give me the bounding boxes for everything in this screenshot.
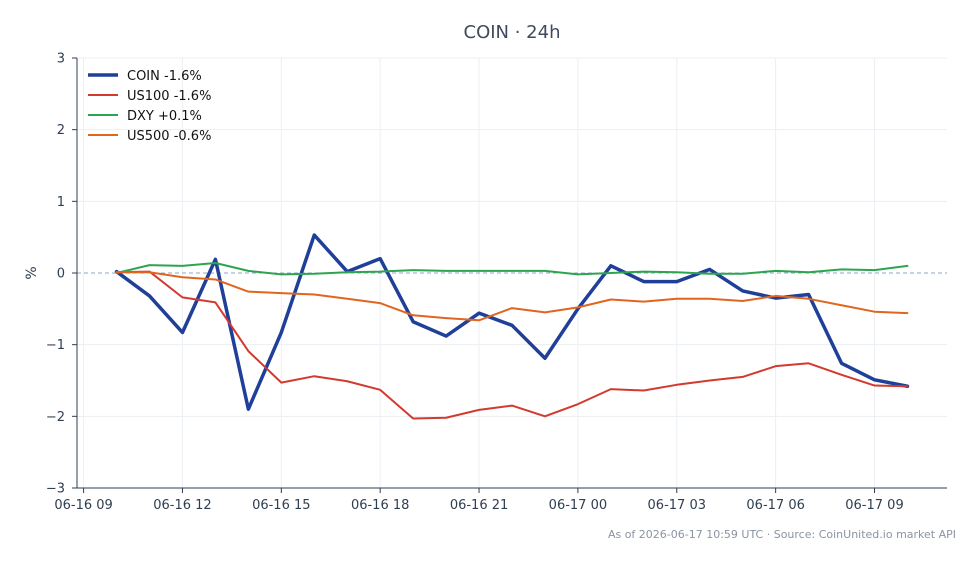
series-line-4 <box>115 271 909 322</box>
legend: COIN -1.6% US100 -1.6% DXY +0.1% US500 -0.6… <box>88 69 211 144</box>
y-axis-label: % <box>24 266 40 279</box>
y-tick-label: 2 <box>57 123 65 138</box>
legend-entry-4: US500 -0.6% <box>127 129 211 144</box>
y-tick-label: −3 <box>46 482 65 497</box>
y-tick-label: 3 <box>57 52 65 67</box>
x-tick-label: 06-17 09 <box>845 498 903 513</box>
axes: 3 2 1 0 −1 −2 −306-16 09 06-16 12 06-16 15 06-16 … <box>46 52 947 513</box>
series-line-2 <box>115 270 909 420</box>
series-lines <box>114 233 910 420</box>
y-tick-label: −1 <box>46 338 65 353</box>
footer-source-note: As of 2026-06-17 10:59 UTC · Source: Coi… <box>608 528 956 541</box>
series-line-1 <box>114 233 910 411</box>
chart-title: COIN · 24h <box>464 22 561 43</box>
legend-entry-2: US100 -1.6% <box>127 89 211 104</box>
legend-entry-3: DXY +0.1% <box>127 109 202 124</box>
x-tick-label: 06-17 00 <box>549 498 607 513</box>
x-tick-label: 06-16 18 <box>351 498 409 513</box>
y-tick-label: 0 <box>57 267 65 282</box>
x-tick-label: 06-16 12 <box>153 498 211 513</box>
legend-entry-1: COIN -1.6% <box>127 69 202 84</box>
x-tick-label: 06-16 21 <box>450 498 508 513</box>
y-tick-label: −2 <box>46 410 65 425</box>
x-tick-label: 06-17 03 <box>648 498 706 513</box>
y-tick-label: 1 <box>57 195 65 210</box>
series-line-3 <box>115 261 909 276</box>
x-tick-label: 06-16 15 <box>252 498 310 513</box>
x-tick-label: 06-17 06 <box>746 498 804 513</box>
x-tick-label: 06-16 09 <box>54 498 112 513</box>
